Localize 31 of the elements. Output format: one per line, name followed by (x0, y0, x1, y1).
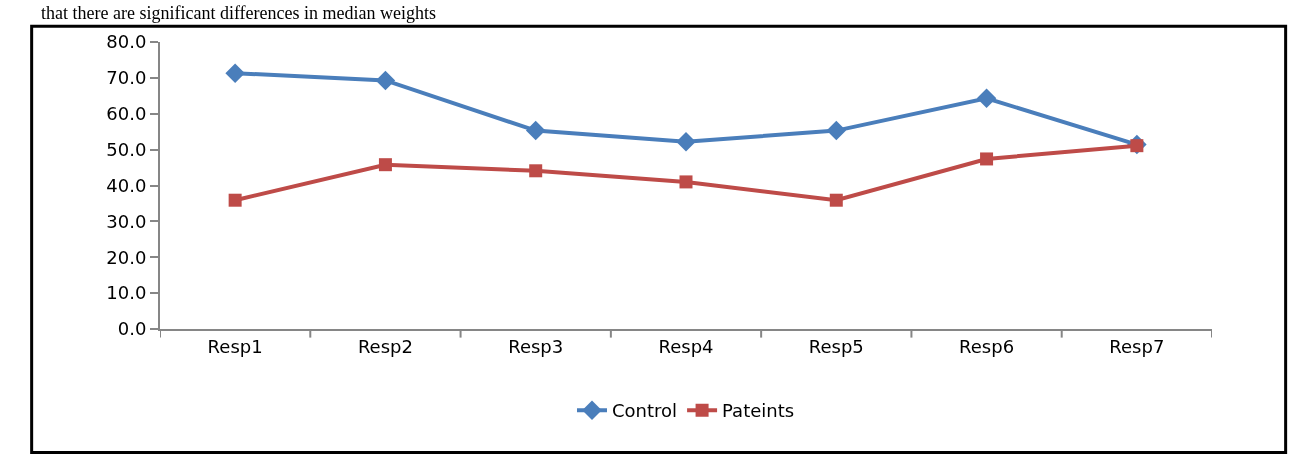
point (826, 120, 847, 141)
x-tick-label: Resp4 (658, 335, 714, 357)
text: that there are significant differences in median weights (41, 3, 437, 23)
y-tick-label: 40.0 (106, 174, 147, 196)
point (225, 63, 245, 83)
x-tick-label: Resp3 (508, 335, 564, 357)
x-tick-label: Resp6 (959, 335, 1015, 357)
legend-label: Pateints (722, 400, 795, 422)
point (829, 193, 843, 207)
point (980, 152, 994, 166)
point (529, 164, 543, 178)
point (378, 158, 392, 172)
point (228, 193, 242, 207)
y-tick-label: 70.0 (106, 67, 147, 89)
point (375, 70, 396, 91)
point (976, 88, 997, 109)
y-tick-label: 80.0 (106, 31, 147, 53)
y-tick-label: 60.0 (106, 103, 147, 125)
y-tick-label: 50.0 (106, 138, 147, 160)
point (679, 175, 693, 189)
x-tick-label: Resp5 (808, 335, 864, 357)
y-tick-label: 20.0 (106, 246, 147, 268)
y-tick-label: 30.0 (106, 210, 147, 232)
x-tick-label: Resp1 (207, 335, 263, 357)
x-tick-label: Resp7 (1109, 335, 1165, 357)
legend-label: Control (612, 400, 678, 422)
point (676, 131, 696, 152)
y-tick-label: 10.0 (106, 282, 147, 304)
point (525, 120, 546, 141)
x-tick-label: Resp2 (357, 335, 413, 357)
y-tick-label: 0.0 (117, 318, 147, 340)
